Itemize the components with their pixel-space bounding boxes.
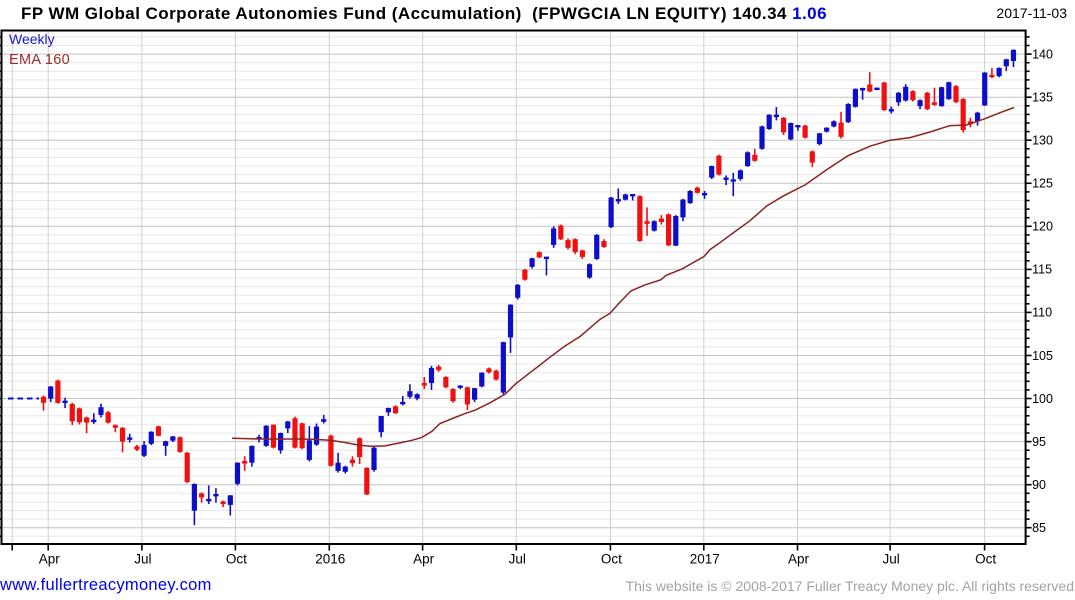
svg-text:Oct: Oct	[975, 552, 996, 567]
svg-text:100: 100	[1032, 392, 1053, 406]
svg-text:2016: 2016	[315, 552, 345, 567]
svg-text:85: 85	[1032, 521, 1046, 535]
svg-text:Jul: Jul	[509, 552, 526, 567]
svg-text:120: 120	[1032, 220, 1053, 234]
svg-text:Oct: Oct	[226, 552, 247, 567]
svg-text:Oct: Oct	[601, 552, 622, 567]
svg-text:Apr: Apr	[39, 552, 61, 567]
svg-text:115: 115	[1032, 263, 1052, 277]
svg-text:130: 130	[1032, 134, 1053, 148]
svg-text:Jul: Jul	[134, 552, 151, 567]
svg-text:Apr: Apr	[413, 552, 435, 567]
svg-text:135: 135	[1032, 91, 1053, 105]
svg-text:95: 95	[1032, 435, 1046, 449]
svg-text:2017: 2017	[690, 552, 720, 567]
svg-text:110: 110	[1032, 306, 1052, 320]
svg-text:105: 105	[1032, 349, 1053, 363]
svg-text:125: 125	[1032, 177, 1053, 191]
svg-text:90: 90	[1032, 478, 1046, 492]
svg-text:Jul: Jul	[882, 552, 899, 567]
svg-text:140: 140	[1032, 47, 1053, 61]
svg-text:Apr: Apr	[788, 552, 810, 567]
